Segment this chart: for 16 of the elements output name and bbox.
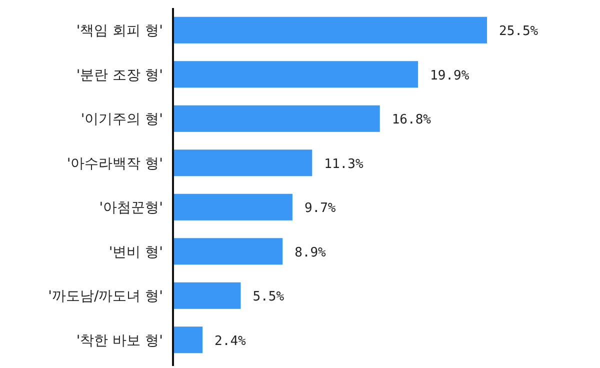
y-tick-label: '착한 바보 형' xyxy=(76,332,163,349)
y-tick-label: '아첨꾼형' xyxy=(99,200,163,216)
y-tick-label: '책임 회피 형' xyxy=(76,23,163,40)
data-label: 11.3% xyxy=(324,156,364,172)
data-label: 8.9% xyxy=(294,245,326,260)
y-tick-label: '변비 형' xyxy=(108,244,163,260)
data-label: 25.5% xyxy=(499,24,538,40)
y-tick-label: '아수라백작 형' xyxy=(66,156,163,172)
data-label: 16.8% xyxy=(392,112,432,128)
data-label: 5.5% xyxy=(252,290,284,305)
y-tick-label: '까도남/까도녀 형' xyxy=(48,288,163,305)
data-label: 2.4% xyxy=(214,334,246,349)
data-label: 19.9% xyxy=(430,68,470,84)
y-tick-label: '분란 조장 형' xyxy=(76,67,163,84)
data-label: 9.7% xyxy=(304,201,336,216)
y-tick-label: '이기주의 형' xyxy=(80,112,163,128)
